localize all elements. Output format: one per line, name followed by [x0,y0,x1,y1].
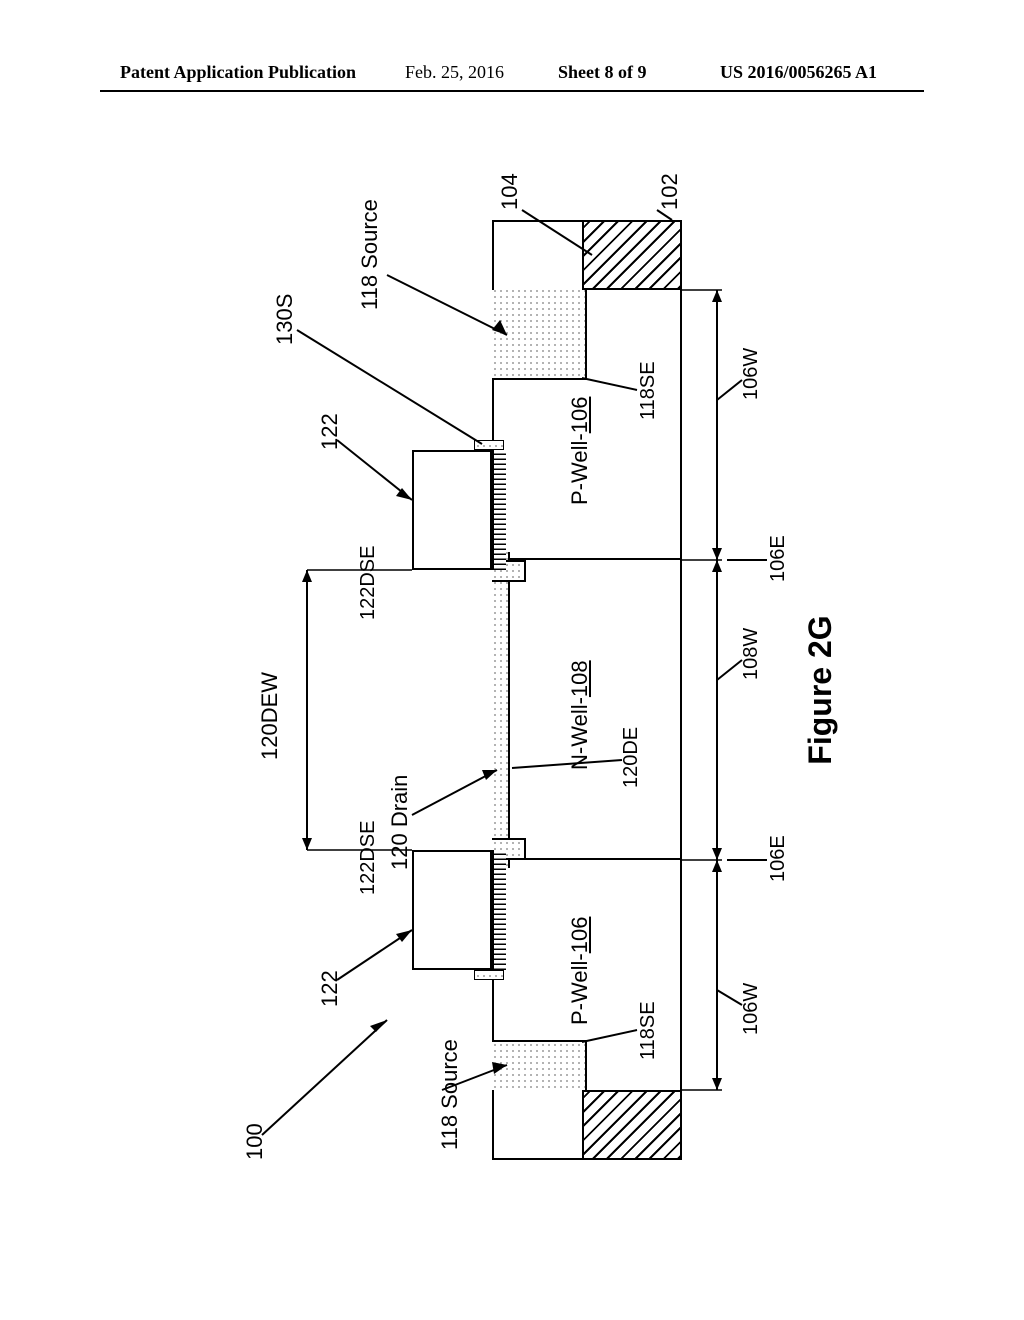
lbl-122-l: 122 [317,970,343,1007]
lbl-106e-r: 106E [767,535,790,582]
lbl-122dse-r: 122DSE [357,546,380,621]
lbl-122dse-l: 122DSE [357,821,380,896]
lbl-106e-l: 106E [767,835,790,882]
lbl-100: 100 [242,1123,268,1160]
lbl-120dew: 120DEW [257,672,283,760]
lbl-118se-l: 118SE [637,1001,660,1060]
figure-2g: P-Well- 106 N-Well- 108 P-Well- 106 [162,140,862,1240]
header-rule [100,90,924,92]
lbl-120-drain: 120 Drain [387,775,413,870]
lbl-122-r: 122 [317,413,343,450]
lbl-120de: 120DE [620,727,643,788]
header-publication: Patent Application Publication [120,62,356,83]
header-number: US 2016/0056265 A1 [720,62,877,83]
figure-caption: Figure 2G [802,140,839,1240]
lbl-108w: 108W [740,628,763,680]
lbl-118-source-l: 118 Source [437,1039,463,1150]
header-sheet: Sheet 8 of 9 [558,62,647,83]
lbl-130s: 130S [272,294,298,345]
lbl-102: 102 [657,173,683,210]
lbl-118se-r: 118SE [637,361,660,420]
header-date: Feb. 25, 2016 [405,62,504,83]
lbl-106w-r: 106W [740,348,763,400]
lbl-104: 104 [497,173,523,210]
lbl-118-source-r: 118 Source [357,199,383,310]
lbl-106w-l: 106W [740,983,763,1035]
